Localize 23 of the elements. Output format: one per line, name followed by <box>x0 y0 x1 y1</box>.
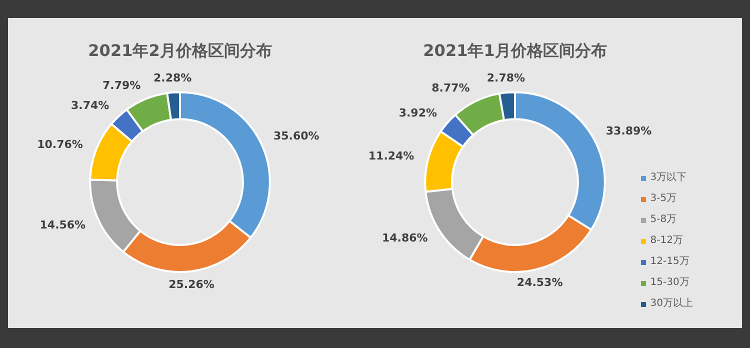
legend-label: 12-15万 <box>650 256 690 268</box>
data-label: 7.79% <box>102 78 141 92</box>
legend-label: 30万以上 <box>650 298 693 310</box>
legend-label: 5-8万 <box>650 214 677 226</box>
legend-label: 3万以下 <box>650 172 687 184</box>
data-label: 11.24% <box>368 150 414 163</box>
data-label: 3.92% <box>398 106 438 120</box>
legend-label: 15-30万 <box>650 277 690 289</box>
data-label: 10.76% <box>37 138 83 151</box>
data-label: 33.89% <box>606 124 652 138</box>
legend-label: 8-12万 <box>650 235 683 247</box>
data-label: 24.53% <box>516 276 563 289</box>
data-label: 14.86% <box>382 231 428 244</box>
chart-title: 2021年2月价格区间分布 <box>88 40 272 60</box>
data-label: 2.78% <box>486 71 526 84</box>
data-label: 35.60% <box>273 130 320 143</box>
data-label: 3.74% <box>70 98 110 112</box>
data-label: 25.26% <box>168 278 214 292</box>
chart-title: 2021年1月价格区间分布 <box>423 40 607 60</box>
legend-label: 3-5万 <box>650 193 677 205</box>
data-label: 2.28% <box>153 71 192 84</box>
data-label: 8.77% <box>432 81 470 94</box>
data-label: 14.56% <box>40 218 86 232</box>
